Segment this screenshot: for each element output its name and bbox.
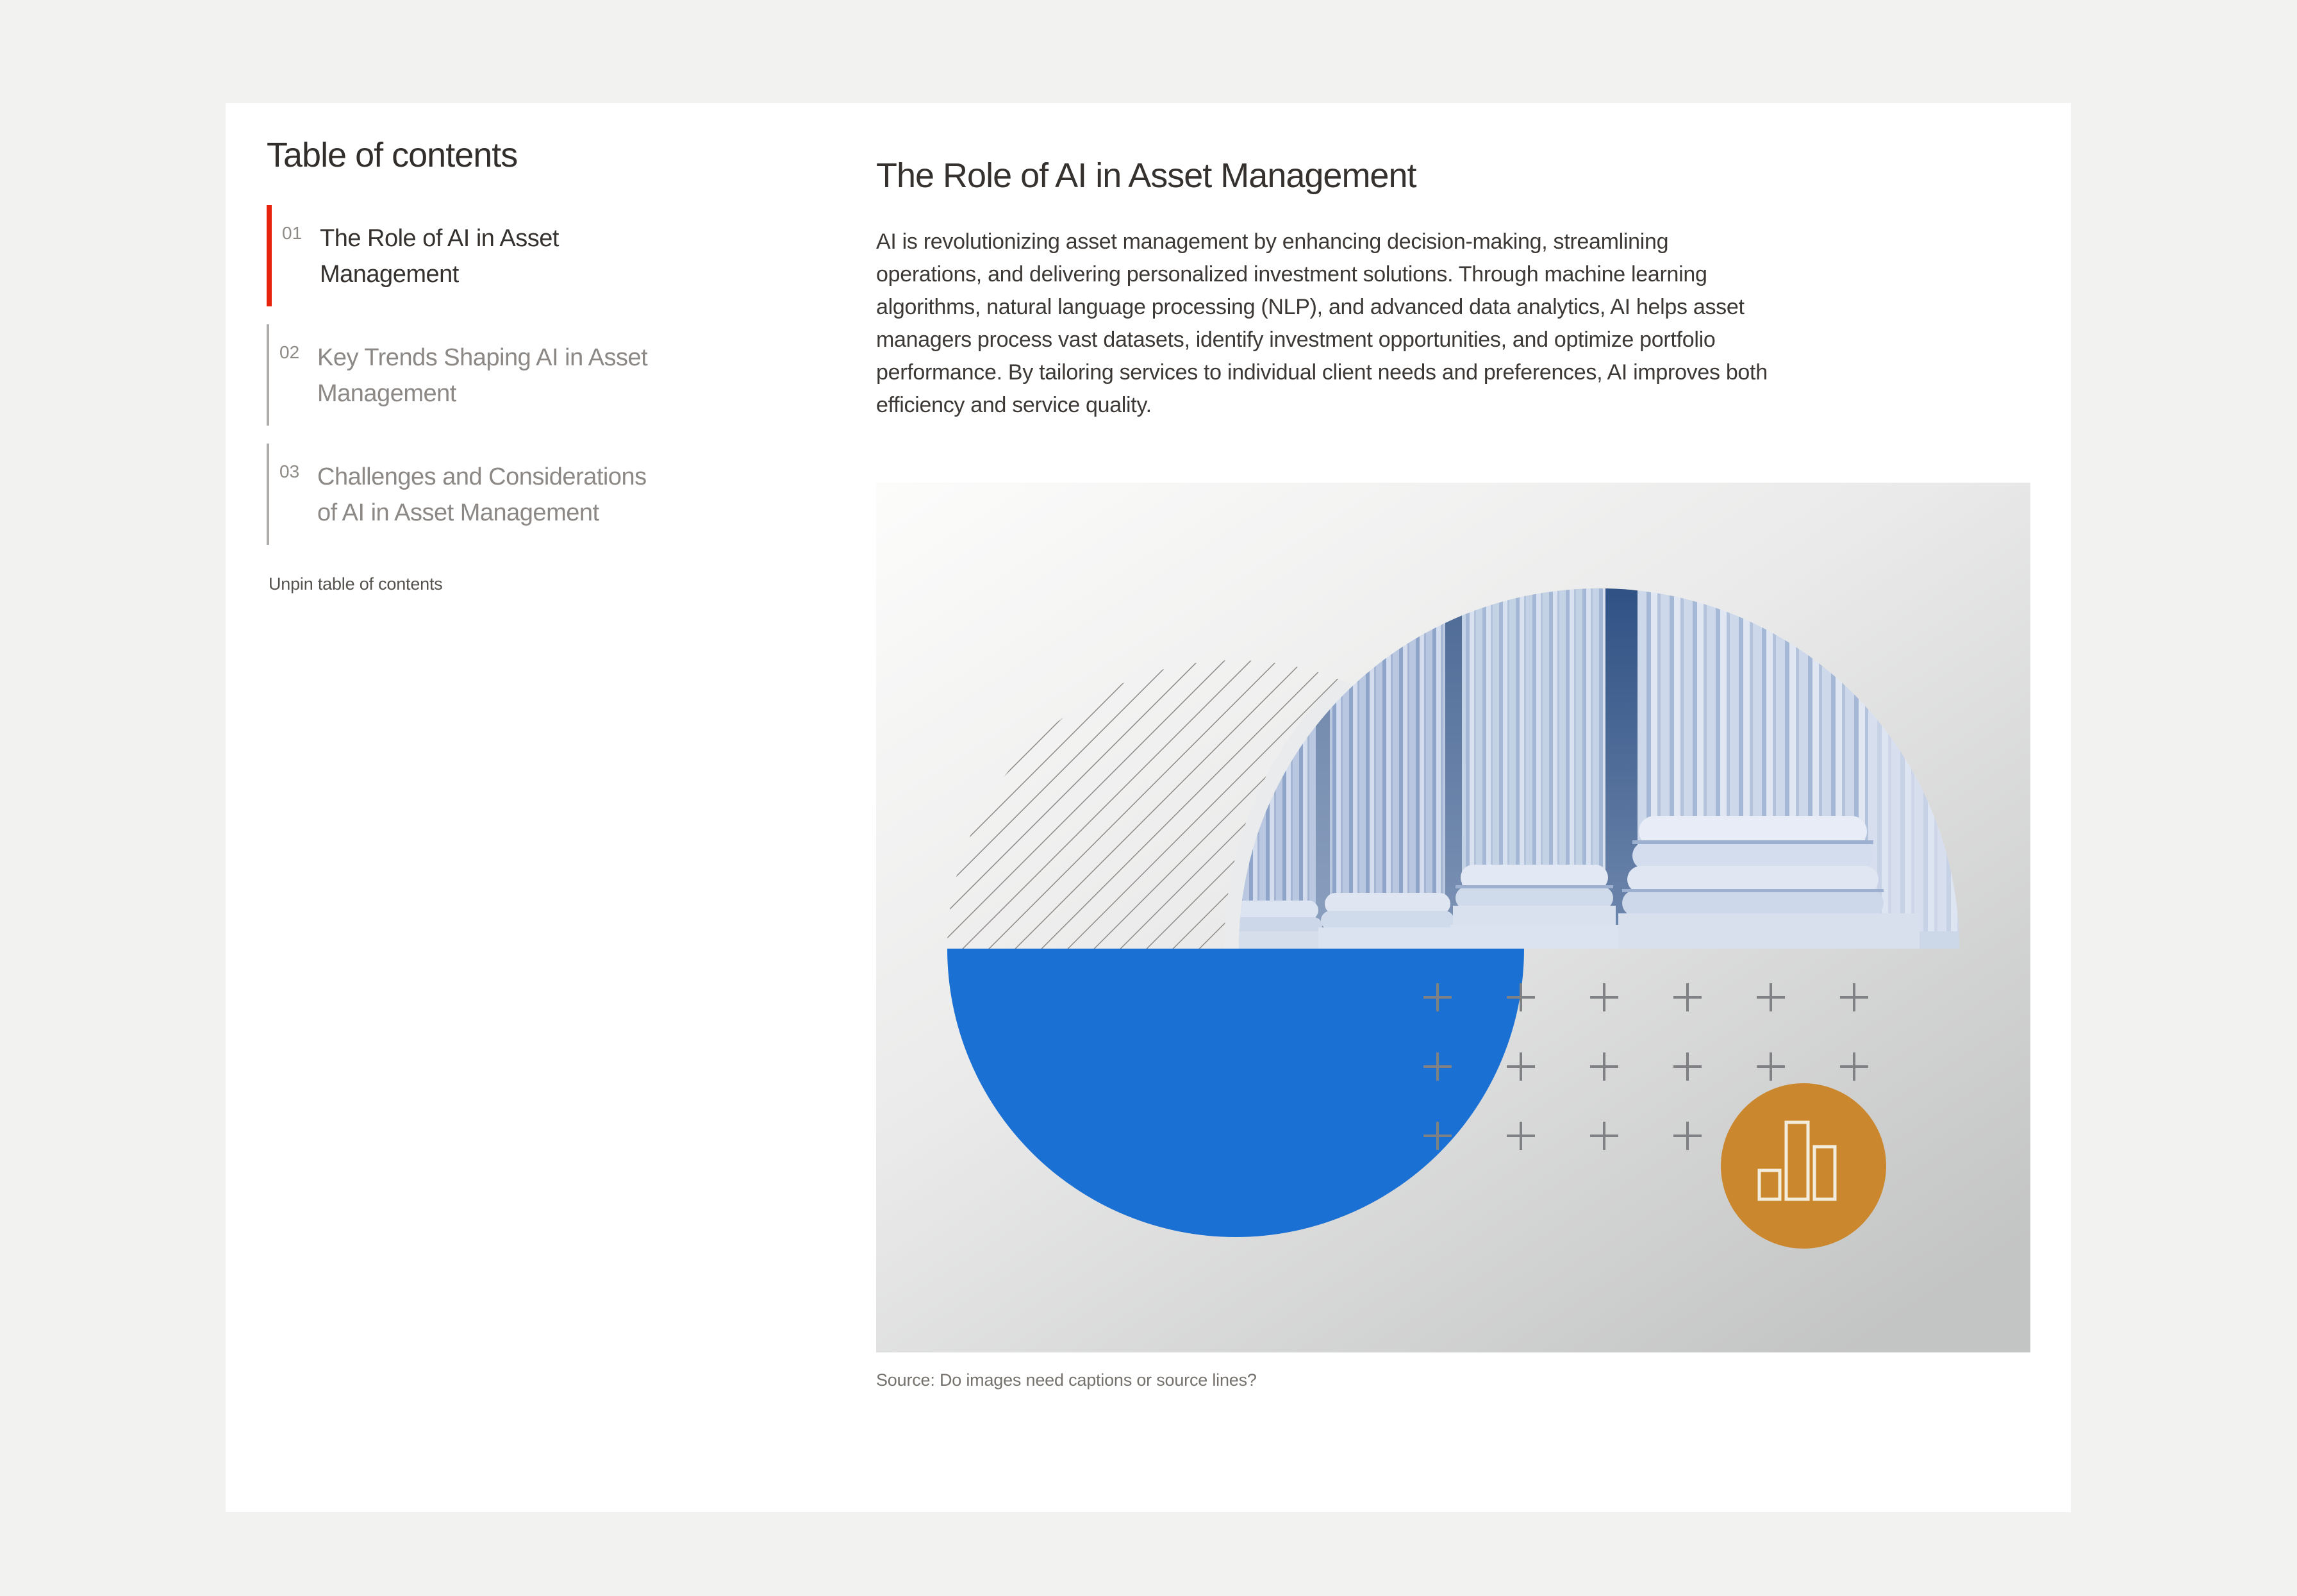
- toc-item-02[interactable]: 02 Key Trends Shaping AI in Asset Manage…: [267, 324, 677, 426]
- table-of-contents: Table of contents 01 The Role of AI in A…: [267, 135, 677, 594]
- figure-caption: Source: Do images need captions or sourc…: [876, 1370, 1257, 1390]
- article-paragraph: AI is revolutionizing asset management b…: [876, 229, 1768, 417]
- toc-title: Table of contents: [267, 136, 518, 174]
- page-title: The Role of AI in Asset Management: [876, 156, 1416, 195]
- toc-item-03[interactable]: 03 Challenges and Considerations of AI i…: [267, 444, 677, 545]
- page-card: Table of contents 01 The Role of AI in A…: [226, 103, 2071, 1512]
- bar-chart-icon: [1721, 1083, 1886, 1249]
- blue-semicircle-shape: [947, 949, 1524, 1237]
- toc-item-label: The Role of AI in Asset Management: [320, 225, 559, 288]
- article-figure: [876, 483, 2030, 1352]
- toc-item-number: 01: [282, 223, 303, 243]
- toc-item-number: 03: [279, 461, 300, 481]
- toc-item-label: Challenges and Considerations of AI in A…: [317, 463, 647, 526]
- decorative-collage: [876, 483, 2030, 1352]
- unpin-toc-button[interactable]: Unpin table of contents: [269, 574, 443, 594]
- toc-item-01[interactable]: 01 The Role of AI in Asset Management: [267, 205, 677, 306]
- toc-item-label: Key Trends Shaping AI in Asset Managemen…: [317, 344, 648, 407]
- toc-item-number: 02: [279, 342, 300, 362]
